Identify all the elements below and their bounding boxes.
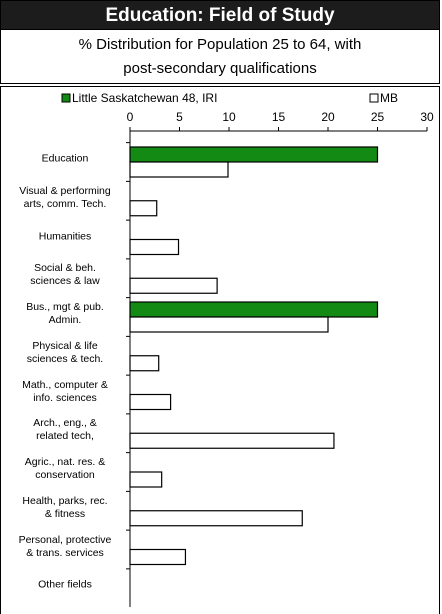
x-tick-label: 10 <box>222 110 236 124</box>
x-tick-label: 30 <box>420 110 434 124</box>
bar <box>129 200 158 217</box>
x-tick-label: 25 <box>371 110 385 124</box>
legend-swatch <box>369 93 379 103</box>
bar <box>129 238 180 256</box>
legend-swatch <box>61 93 71 103</box>
y-tick-label: Math., computer & info. sciences <box>22 378 108 404</box>
bar <box>129 471 163 488</box>
bar <box>129 510 303 527</box>
bar <box>129 161 229 178</box>
x-tick-label: 20 <box>321 110 335 124</box>
chart-subtitle: % Distribution for Population 25 to 64, … <box>0 30 440 84</box>
legend-label: MB <box>380 91 398 105</box>
y-tick-label: Social & beh. sciences & law <box>30 262 100 288</box>
chart-title: Education: Field of Study <box>0 0 440 30</box>
bar <box>129 316 329 333</box>
y-tick-label: Bus., mgt & pub. Admin. <box>26 301 104 326</box>
y-tick-label: Other fields <box>38 578 92 591</box>
y-tick-label: Visual & performing arts, comm. Tech. <box>19 184 111 210</box>
y-tick-label: Agric., nat. res. & conservation <box>24 456 106 481</box>
bar <box>129 277 218 294</box>
y-tick-label: Health, parks, rec. & fitness <box>22 494 108 520</box>
y-tick-label: Personal, protective & trans. services <box>18 533 112 559</box>
y-tick-label: Humanities <box>38 230 92 242</box>
x-tick-label: 5 <box>176 110 183 124</box>
bar <box>129 432 335 449</box>
y-tick-label: Education <box>41 152 89 165</box>
bar <box>129 301 379 318</box>
x-tick-label: 0 <box>127 110 134 124</box>
bar <box>129 146 379 163</box>
bar <box>129 355 160 372</box>
y-tick-label: Arch., eng., & related tech, <box>33 417 97 443</box>
legend-label: Little Saskatchewan 48, IRI <box>72 91 217 105</box>
chart-frame <box>0 86 440 614</box>
bar <box>129 393 172 411</box>
x-tick-label: 15 <box>272 110 286 124</box>
bar <box>129 548 187 566</box>
y-tick-label: Physical & life sciences & tech. <box>26 339 104 365</box>
